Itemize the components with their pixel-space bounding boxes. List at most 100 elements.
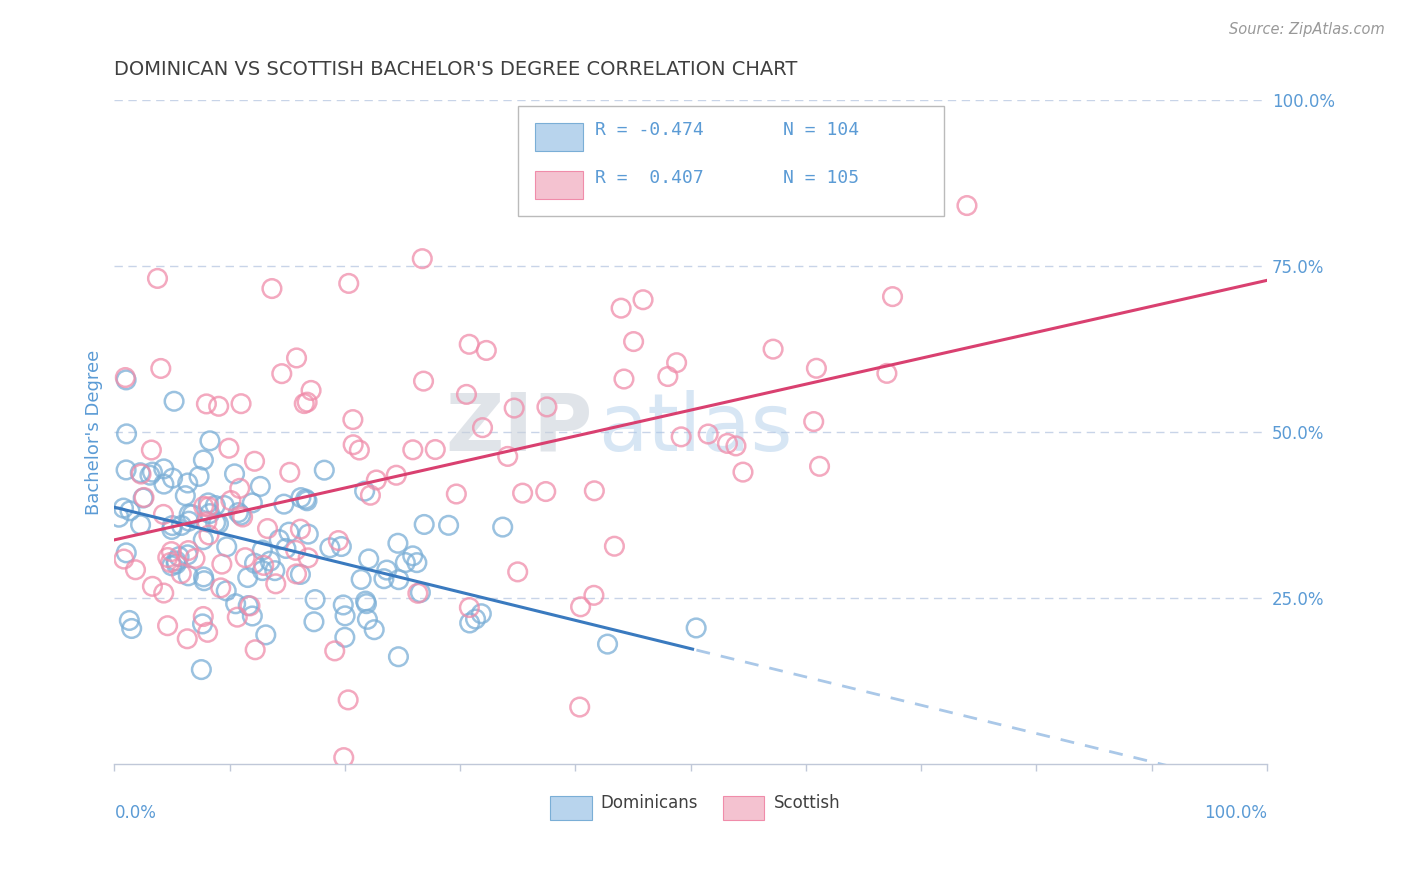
Point — [236, 570, 259, 584]
Point — [458, 337, 481, 351]
Text: 0.0%: 0.0% — [114, 805, 156, 822]
Point — [803, 415, 825, 429]
Point — [160, 544, 183, 558]
Point — [387, 536, 409, 550]
Point — [274, 541, 297, 556]
Point — [876, 367, 898, 381]
Point — [239, 599, 262, 613]
Point — [808, 459, 831, 474]
Point — [195, 515, 218, 529]
Point — [229, 397, 252, 411]
Point — [193, 574, 215, 588]
Point — [198, 528, 221, 542]
Point — [208, 399, 231, 413]
Point — [195, 397, 218, 411]
Point — [295, 493, 318, 508]
Point — [323, 644, 346, 658]
Point — [464, 612, 486, 626]
Point — [458, 600, 481, 615]
Point — [437, 518, 460, 533]
Point — [456, 387, 478, 401]
Point — [256, 522, 278, 536]
Point — [177, 569, 200, 583]
FancyBboxPatch shape — [723, 797, 765, 820]
Point — [197, 625, 219, 640]
Point — [333, 608, 356, 623]
Point — [269, 533, 291, 547]
Point — [292, 396, 315, 410]
Point — [568, 700, 591, 714]
Point — [165, 557, 187, 571]
Point — [243, 454, 266, 468]
Point — [252, 564, 274, 578]
Point — [228, 506, 250, 520]
Point — [762, 342, 785, 356]
Point — [129, 467, 152, 481]
Point — [141, 579, 163, 593]
Point — [512, 486, 534, 500]
Point — [596, 637, 619, 651]
Point — [159, 556, 181, 570]
Point — [238, 599, 260, 613]
Point — [304, 592, 326, 607]
Point — [215, 583, 238, 598]
Point — [139, 468, 162, 483]
Point — [337, 277, 360, 291]
Point — [742, 194, 765, 209]
Point — [297, 550, 319, 565]
Point — [176, 632, 198, 646]
Point — [215, 540, 238, 554]
Text: DOMINICAN VS SCOTTISH BACHELOR'S DEGREE CORRELATION CHART: DOMINICAN VS SCOTTISH BACHELOR'S DEGREE … — [114, 60, 797, 78]
Point — [387, 649, 409, 664]
Point — [290, 522, 312, 536]
Point — [146, 271, 169, 285]
Point — [278, 466, 301, 480]
Point — [243, 556, 266, 570]
Text: Source: ZipAtlas.com: Source: ZipAtlas.com — [1229, 22, 1385, 37]
Point — [177, 475, 200, 490]
Point — [118, 614, 141, 628]
Point — [153, 477, 176, 491]
Point — [177, 514, 200, 528]
Point — [350, 573, 373, 587]
Point — [342, 412, 364, 426]
Point — [290, 567, 312, 582]
Point — [193, 533, 215, 547]
Point — [285, 566, 308, 581]
Point — [108, 510, 131, 524]
Point — [253, 558, 276, 573]
Point — [470, 607, 492, 621]
Point — [193, 453, 215, 467]
Point — [190, 663, 212, 677]
Point — [359, 488, 381, 502]
Point — [285, 351, 308, 365]
Point — [610, 301, 633, 315]
Point — [165, 554, 187, 568]
Point — [669, 430, 692, 444]
Point — [354, 594, 377, 608]
Point — [411, 252, 433, 266]
Point — [152, 586, 174, 600]
Point — [170, 566, 193, 581]
Point — [278, 525, 301, 540]
Point — [170, 518, 193, 533]
Point — [167, 549, 190, 564]
Point — [129, 517, 152, 532]
Point — [156, 618, 179, 632]
Point — [302, 615, 325, 629]
Point — [141, 443, 163, 458]
Point — [115, 373, 138, 387]
Point — [224, 467, 246, 481]
Text: R = -0.474: R = -0.474 — [595, 121, 704, 139]
Point — [366, 473, 388, 487]
Point — [413, 517, 436, 532]
Point — [402, 549, 425, 563]
Point — [225, 597, 247, 611]
Point — [197, 496, 219, 510]
FancyBboxPatch shape — [550, 797, 592, 820]
Point — [174, 489, 197, 503]
Point — [226, 610, 249, 624]
Point — [212, 499, 235, 513]
Point — [394, 556, 416, 570]
FancyBboxPatch shape — [517, 106, 945, 216]
